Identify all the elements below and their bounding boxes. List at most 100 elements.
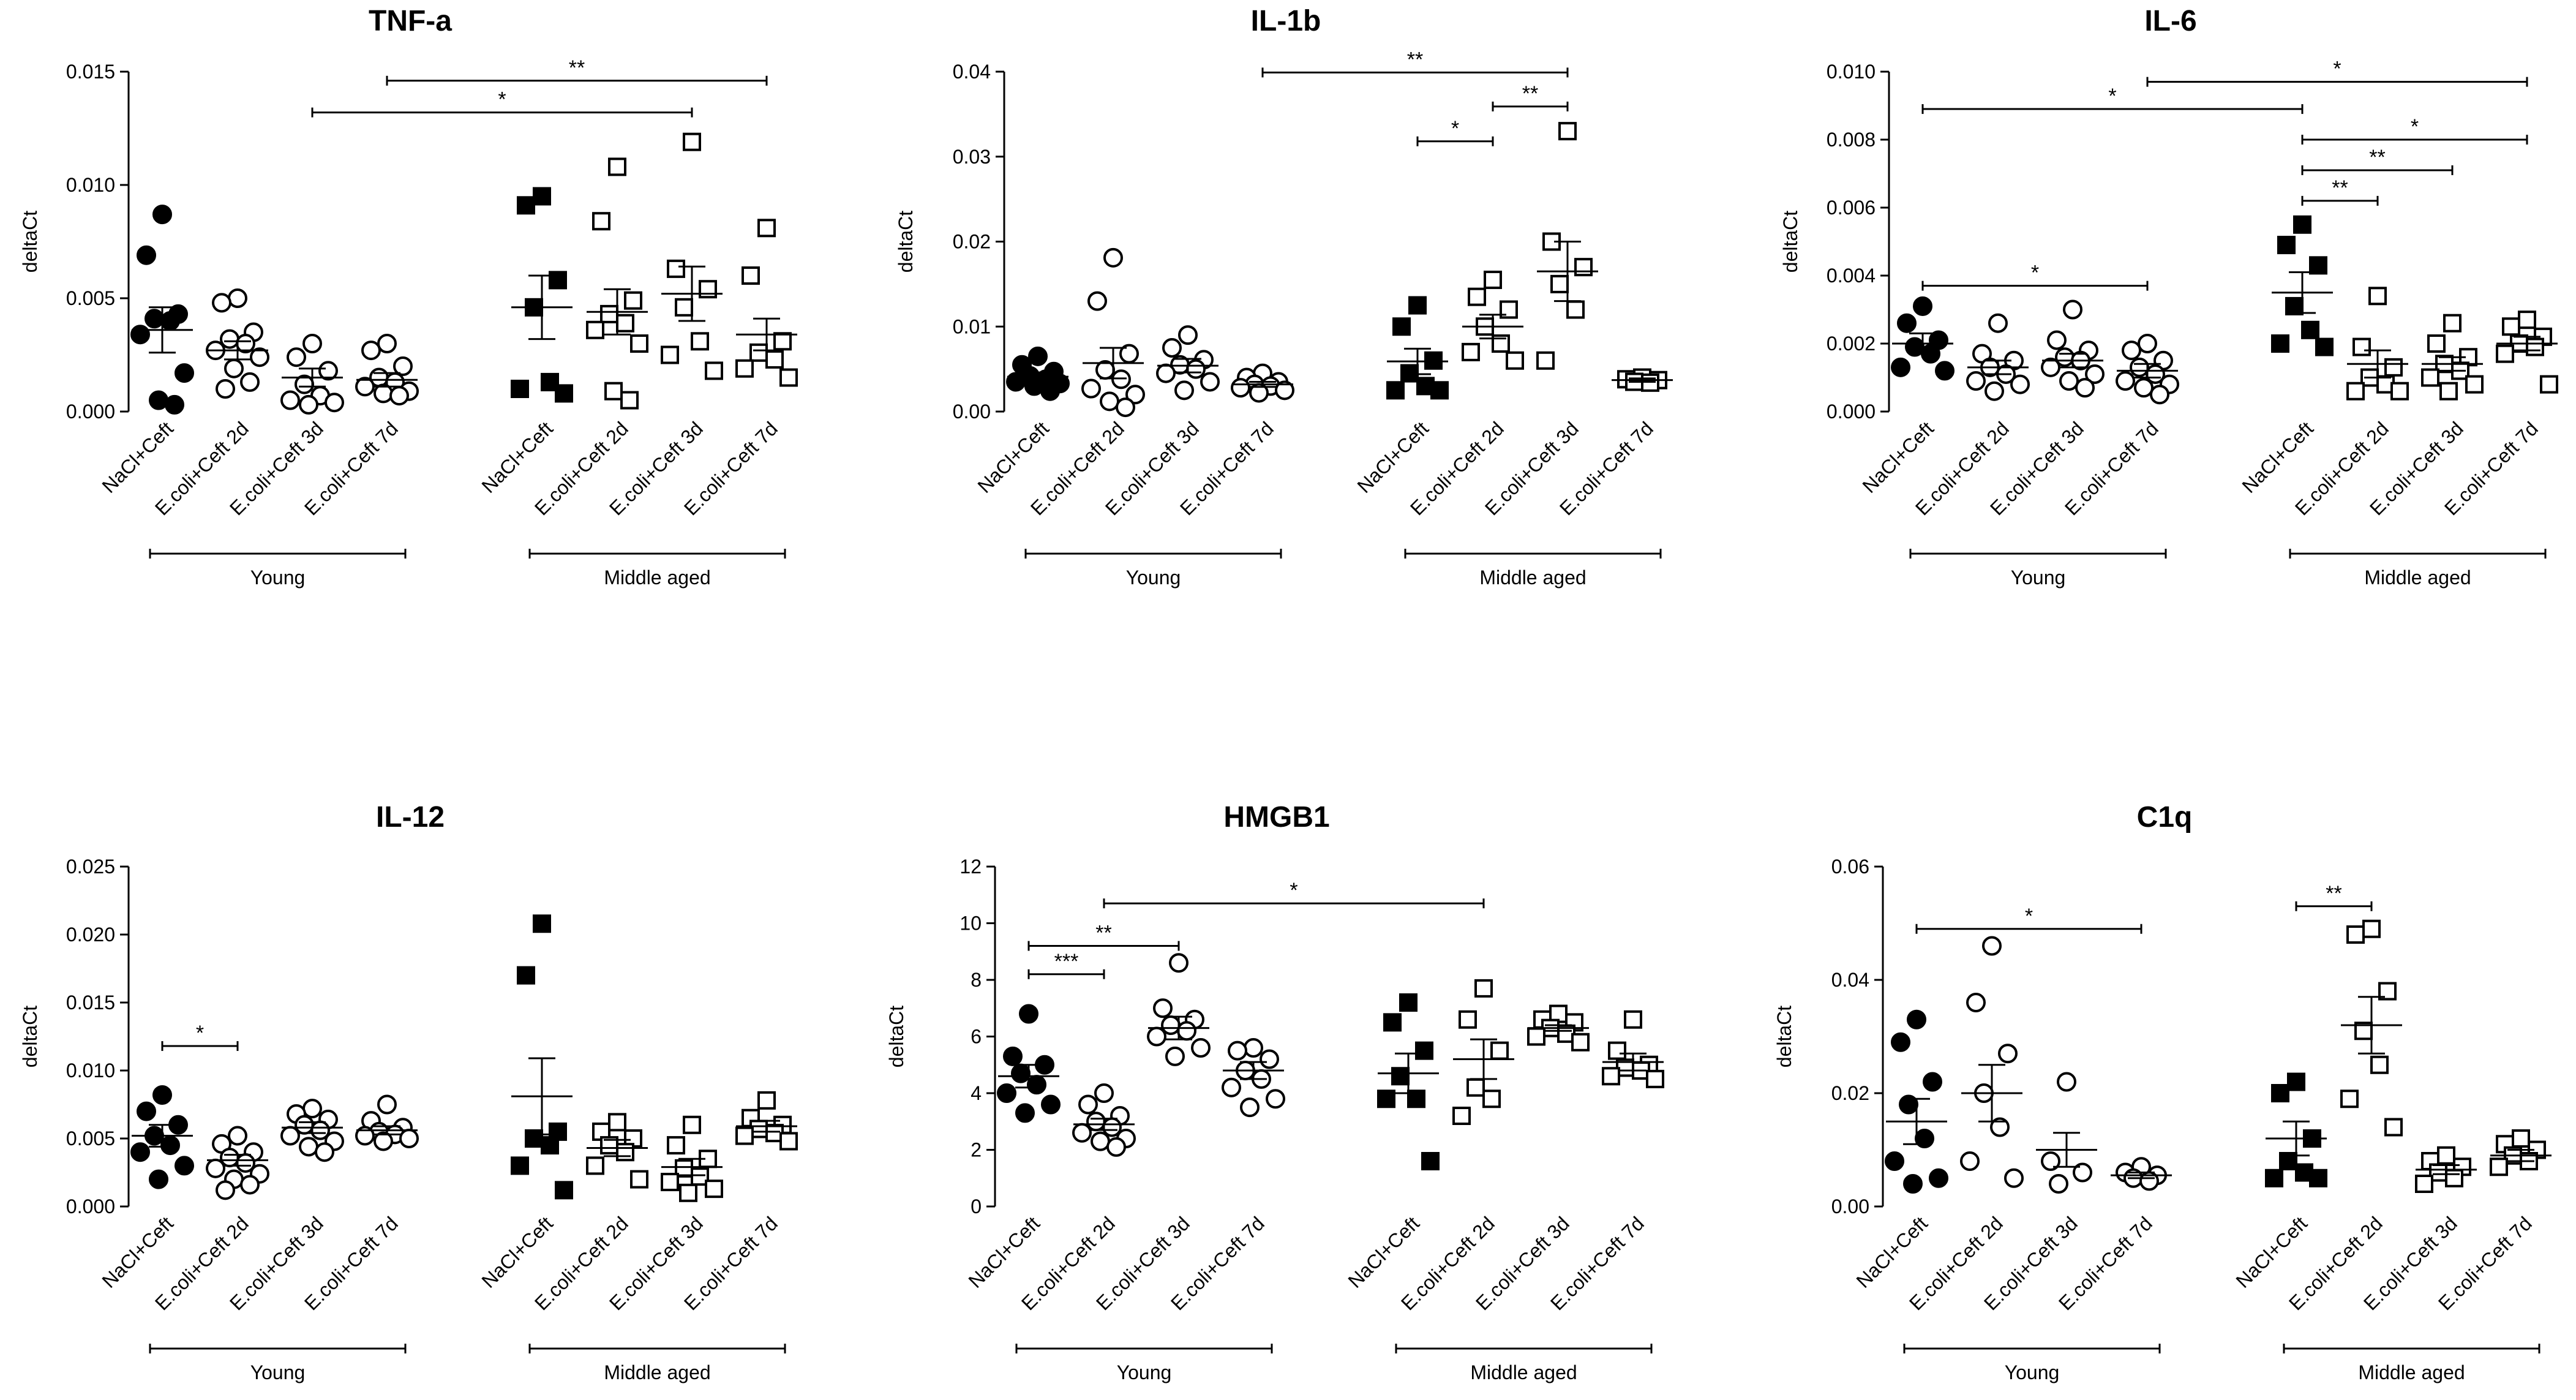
series-young-2 xyxy=(1156,325,1220,401)
data-point xyxy=(1094,1083,1114,1103)
y-axis-label: deltaCt xyxy=(1773,1006,1795,1068)
data-point xyxy=(2437,1146,2455,1165)
data-point xyxy=(2138,334,2157,353)
data-point xyxy=(1222,1077,1241,1097)
data-point xyxy=(699,1150,717,1169)
significance-label: ** xyxy=(2369,146,2385,169)
y-tick-label: 0.005 xyxy=(66,287,115,309)
category-label: NaCl+Ceft xyxy=(477,417,557,497)
data-point xyxy=(2362,919,2381,938)
data-point xyxy=(1147,1026,1166,1047)
significance-label: * xyxy=(2031,262,2039,285)
group-label: Middle aged xyxy=(1470,1361,1577,1383)
category-label: NaCl+Ceft xyxy=(97,1212,178,1292)
series-middle-aged-0 xyxy=(2265,1072,2327,1187)
data-point xyxy=(1960,1151,1980,1171)
series-young-0 xyxy=(1891,296,1955,381)
data-point xyxy=(679,1183,697,1202)
series-young-3 xyxy=(355,1094,419,1151)
series-young-2 xyxy=(280,334,344,415)
data-point xyxy=(683,132,701,151)
data-point xyxy=(1377,1090,1395,1108)
data-point xyxy=(1399,993,1418,1012)
data-point xyxy=(2004,1168,2024,1188)
significance-label: * xyxy=(2108,85,2116,108)
data-point xyxy=(1897,313,1917,333)
data-point xyxy=(749,343,768,362)
data-point xyxy=(608,157,626,176)
significance-label: ** xyxy=(1522,82,1538,105)
data-point xyxy=(608,1113,626,1132)
group-label: Middle aged xyxy=(1479,566,1586,589)
significance-label: ** xyxy=(2326,882,2341,905)
data-point xyxy=(675,298,693,317)
data-point xyxy=(1466,1078,1485,1097)
data-point xyxy=(1468,287,1486,306)
data-point xyxy=(1885,1151,1904,1171)
y-tick-label: 0.02 xyxy=(1831,1082,1869,1104)
data-point xyxy=(2277,236,2296,255)
y-tick-label: 0.025 xyxy=(66,856,115,878)
series-middle-aged-2 xyxy=(661,1115,723,1202)
data-point xyxy=(1536,351,1555,370)
data-point xyxy=(1990,1117,2010,1137)
data-point xyxy=(2346,382,2365,401)
data-point xyxy=(735,1126,754,1145)
category-label: NaCl+Ceft xyxy=(964,1212,1044,1292)
series-young-3 xyxy=(2111,1157,2172,1191)
series-young-0 xyxy=(1885,1009,1948,1194)
data-point xyxy=(2378,982,2397,1001)
category-label: NaCl+Ceft xyxy=(1353,417,1433,497)
series-middle-aged-0 xyxy=(1386,296,1449,400)
data-point xyxy=(1125,385,1145,405)
data-point xyxy=(299,394,318,415)
series-middle-aged-3 xyxy=(735,1091,798,1151)
panel-hmgb1: HMGB1024681012deltaCtNaCl+CeftE.coli+Cef… xyxy=(885,801,1664,1383)
data-point xyxy=(555,384,573,403)
series-middle-aged-3 xyxy=(2496,310,2558,394)
data-point xyxy=(525,1129,543,1148)
data-point xyxy=(240,372,260,392)
data-point xyxy=(2445,1169,2463,1187)
data-point xyxy=(555,1181,573,1200)
series-young-1 xyxy=(1072,1083,1136,1157)
y-tick-label: 0.00 xyxy=(953,401,991,423)
data-point xyxy=(2370,1055,2389,1074)
data-point xyxy=(661,1173,679,1192)
y-tick-label: 0.008 xyxy=(1827,129,1876,151)
data-point xyxy=(2309,256,2327,275)
data-point xyxy=(2073,1162,2092,1183)
group-label: Middle aged xyxy=(604,566,710,589)
data-point xyxy=(2526,337,2544,356)
data-point xyxy=(1019,1004,1038,1024)
y-tick-label: 0.06 xyxy=(1831,856,1869,878)
data-point xyxy=(735,359,754,378)
data-point xyxy=(1041,1094,1061,1115)
data-point xyxy=(533,187,551,206)
y-tick-label: 0.03 xyxy=(953,146,991,168)
group-label: Young xyxy=(1126,566,1181,589)
y-axis-label: deltaCt xyxy=(895,211,917,273)
data-point xyxy=(683,1115,701,1134)
data-point xyxy=(1191,1038,1211,1058)
data-point xyxy=(691,332,709,351)
series-young-2 xyxy=(1147,953,1211,1066)
series-young-3 xyxy=(1231,363,1294,403)
series-young-0 xyxy=(1006,346,1070,401)
data-point xyxy=(1177,1021,1196,1041)
data-point xyxy=(160,1135,180,1156)
data-point xyxy=(1608,1041,1626,1060)
data-point xyxy=(2059,371,2079,391)
data-point xyxy=(1527,1027,1545,1046)
data-point xyxy=(1923,1072,1942,1092)
y-axis-label: deltaCt xyxy=(885,1006,907,1068)
data-point xyxy=(2049,1174,2068,1194)
y-tick-label: 0.015 xyxy=(66,61,115,83)
data-point xyxy=(2465,375,2484,394)
data-point xyxy=(1903,1174,1923,1194)
group-label: Young xyxy=(1117,1361,1172,1383)
data-point xyxy=(1244,1038,1263,1058)
data-point xyxy=(1482,1090,1501,1108)
series-young-1 xyxy=(1966,313,2030,401)
series-middle-aged-0 xyxy=(1377,993,1440,1170)
